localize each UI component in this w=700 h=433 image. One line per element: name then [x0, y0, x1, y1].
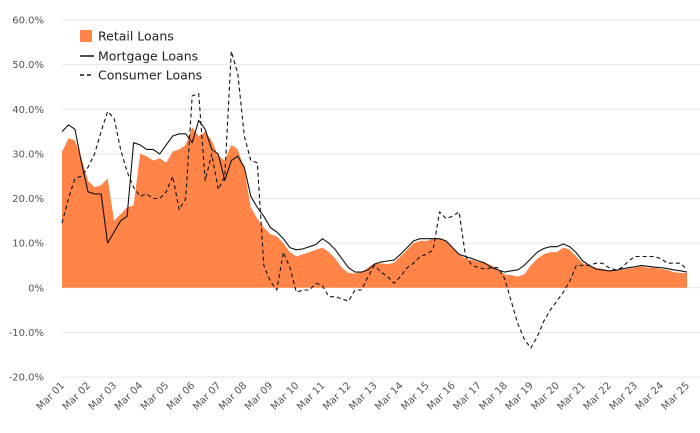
y-tick-label: 40.0%: [12, 105, 44, 116]
x-tick: Mar 08: [217, 380, 249, 412]
x-tick-label: Mar 11: [295, 380, 327, 412]
x-tick-label: Mar 16: [425, 380, 457, 412]
x-tick: Mar 19: [504, 380, 536, 412]
x-tick: Mar 05: [139, 380, 171, 412]
x-tick: Mar 12: [321, 380, 353, 412]
x-tick-label: Mar 24: [634, 380, 666, 412]
x-tick-label: Mar 20: [530, 380, 562, 412]
x-tick-label: Mar 08: [217, 380, 249, 412]
y-tick-label: 0%: [28, 283, 44, 294]
x-tick-label: Mar 18: [477, 380, 509, 412]
x-tick-label: Mar 04: [113, 380, 145, 412]
x-tick: Mar 25: [660, 380, 692, 412]
x-tick: Mar 06: [165, 380, 197, 412]
y-axis: -20.0% -10.0% 0% 10.0% 20.0% 30.0% 40.0% 50.0% 6…: [9, 16, 44, 384]
series-line-mortgage-loans: [61, 119, 688, 273]
x-tick-label: Mar 25: [660, 380, 692, 412]
x-tick-label: Mar 19: [504, 380, 536, 412]
x-tick-label: Mar 14: [373, 380, 405, 412]
x-tick: Mar 16: [425, 380, 457, 412]
series-lines: [61, 50, 688, 349]
y-tick-label: -10.0%: [9, 328, 44, 339]
y-tick-label: 30.0%: [12, 149, 44, 160]
x-tick: Mar 21: [556, 380, 588, 412]
y-tick-label: 10.0%: [12, 239, 44, 250]
x-tick: Mar 20: [530, 380, 562, 412]
legend-swatch-retail-loans: [80, 30, 92, 42]
x-tick: Mar 11: [295, 380, 327, 412]
x-tick: Mar 24: [634, 380, 666, 412]
x-tick-label: Mar 10: [269, 380, 301, 412]
x-tick: Mar 22: [582, 380, 614, 412]
series-areas: [62, 127, 687, 288]
series-area-retail-loans: [62, 127, 687, 288]
x-tick: Mar 09: [243, 380, 275, 412]
x-tick-label: Mar 17: [451, 380, 483, 412]
x-tick-label: Mar 03: [87, 380, 119, 412]
y-tick-label: -20.0%: [9, 373, 44, 384]
x-tick: Mar 14: [373, 380, 405, 412]
legend: Retail Loans Mortgage Loans Consumer Loans: [80, 29, 202, 83]
x-tick: Mar 07: [191, 380, 223, 412]
y-tick-label: 20.0%: [12, 194, 44, 205]
x-tick-label: Mar 12: [321, 380, 353, 412]
x-tick: Mar 02: [61, 380, 93, 412]
x-tick: Mar 17: [451, 380, 483, 412]
x-tick-label: Mar 01: [35, 380, 67, 412]
x-tick-label: Mar 07: [191, 380, 223, 412]
x-tick: Mar 13: [347, 380, 379, 412]
x-tick-label: Mar 09: [243, 380, 275, 412]
x-tick: Mar 10: [269, 380, 301, 412]
x-tick-label: Mar 06: [165, 380, 197, 412]
y-tick-label: 60.0%: [12, 16, 44, 27]
x-tick: Mar 23: [608, 380, 640, 412]
x-tick: Mar 03: [87, 380, 119, 412]
x-tick: Mar 04: [113, 380, 145, 412]
x-tick-label: Mar 21: [556, 380, 588, 412]
x-tick-label: Mar 02: [61, 380, 93, 412]
x-tick-label: Mar 23: [608, 380, 640, 412]
x-tick: Mar 18: [477, 380, 509, 412]
x-tick-label: Mar 13: [347, 380, 379, 412]
x-tick-label: Mar 05: [139, 380, 171, 412]
x-tick-label: Mar 15: [399, 380, 431, 412]
x-tick-label: Mar 22: [582, 380, 614, 412]
legend-label: Retail Loans: [98, 29, 174, 44]
y-tick-label: 50.0%: [12, 60, 44, 71]
legend-label: Mortgage Loans: [98, 49, 198, 64]
x-tick: Mar 01: [35, 380, 67, 412]
series-line-consumer-loans: [61, 50, 688, 349]
x-tick: Mar 15: [399, 380, 431, 412]
legend-label: Consumer Loans: [98, 68, 202, 83]
